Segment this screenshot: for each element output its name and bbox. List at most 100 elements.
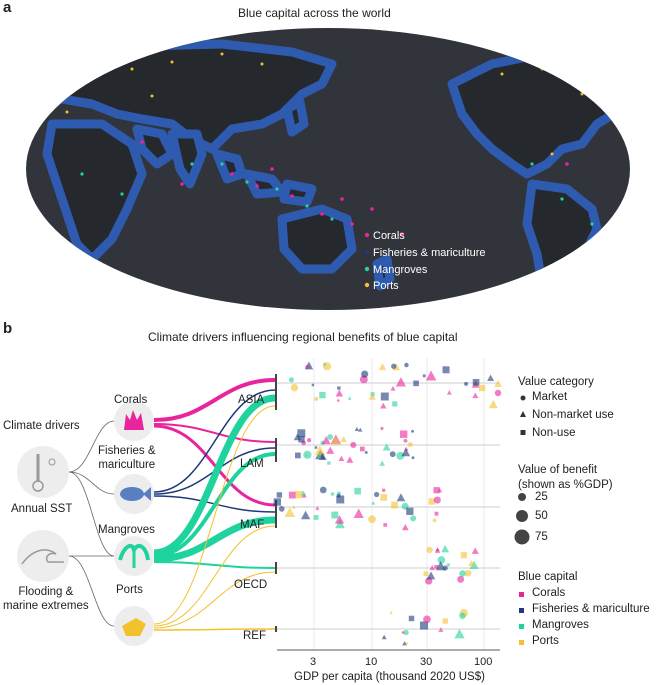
legend-value-category-title: Value category: [518, 376, 594, 388]
scatter-panel: [277, 358, 500, 651]
scatter-point: [391, 363, 397, 369]
scatter-point: [464, 569, 472, 577]
scatter-point: [330, 492, 335, 496]
scatter-point: [371, 501, 376, 505]
scatter-point: [401, 448, 411, 457]
scatter-point: [426, 571, 436, 580]
scatter-point: [392, 401, 398, 407]
scatter-point: [423, 615, 431, 624]
scatter-point: [468, 560, 475, 567]
scatter-point: [408, 615, 415, 622]
scatter-point: [411, 456, 415, 460]
scatter-point: [411, 429, 415, 433]
scatter-point: [373, 491, 380, 498]
scatter-point: [359, 446, 365, 452]
scatter-point: [292, 505, 296, 509]
scatter-point: [361, 370, 369, 378]
scatter-point: [403, 629, 409, 636]
scatter-point: [410, 515, 417, 522]
scatter-point: [358, 427, 363, 432]
map-legend-corals: Corals: [373, 230, 405, 242]
scatter-point: [425, 370, 437, 381]
scatter-point: [380, 426, 384, 431]
scatter-point: [390, 385, 396, 391]
scatter-point: [407, 442, 413, 448]
scatter-point: [471, 547, 479, 554]
panel-a-letter: a: [3, 0, 12, 16]
legend-blue-capital-swatches: [519, 592, 524, 645]
scatter-point: [382, 443, 391, 451]
scatter-point: [306, 437, 312, 443]
panel-b-letter: b: [3, 320, 13, 337]
xtick-10: 10: [365, 656, 378, 668]
scatter-point: [336, 399, 340, 402]
scatter-point: [389, 451, 396, 458]
scatter-point: [469, 560, 479, 569]
scatter-point: [459, 570, 466, 577]
scatter-point: [334, 515, 345, 524]
map-japan: [282, 97, 309, 137]
scatter-point: [438, 627, 444, 632]
scatter-point: [340, 435, 347, 443]
scatter-point: [460, 552, 468, 559]
scatter-point: [314, 396, 319, 401]
legend-non-market: Non-market use: [532, 409, 614, 421]
region-asia: ASIA: [238, 394, 265, 406]
legend-benefit-25: 25: [535, 491, 548, 503]
scatter-point: [428, 498, 435, 505]
scatter-point: [379, 460, 386, 466]
driver-flooding: Flooding & marine extremes: [3, 586, 89, 612]
scatter-point: [437, 556, 446, 564]
scatter-point: [368, 393, 376, 400]
scatter-point: [381, 634, 387, 640]
capital-fisheries: Fisheries & mariculture: [98, 445, 156, 471]
scatter-point: [315, 506, 320, 510]
scatter-point: [368, 515, 376, 524]
scatter-point: [350, 441, 357, 449]
scatter-point: [298, 436, 305, 443]
scatter-point: [457, 575, 465, 583]
scatter-point: [406, 507, 414, 515]
legend-value-benefit-title: Value of benefit (shown as %GDP): [518, 464, 613, 491]
scatter-point: [330, 435, 341, 445]
scatter-point: [303, 450, 312, 459]
map-legend-ports: Ports: [373, 280, 399, 292]
scatter-point: [446, 563, 450, 567]
scatter-point: [399, 430, 408, 438]
scatter-point: [429, 564, 435, 571]
scatter-point: [395, 377, 406, 387]
scatter-point: [401, 631, 405, 634]
scatter-point: [335, 519, 345, 529]
panel-b-title: Climate drivers influencing regional ben…: [148, 330, 458, 344]
scatter-point: [273, 498, 281, 506]
legend-value-benefit-symbols: [514, 493, 530, 545]
scatter-point: [422, 374, 426, 378]
scatter-point: [464, 381, 469, 386]
xtick-100: 100: [474, 656, 493, 668]
scatter-point: [378, 363, 387, 371]
scatter-point: [331, 511, 339, 519]
scatter-point: [354, 487, 361, 495]
scatter-point: [290, 383, 299, 392]
scatter-point: [305, 364, 310, 370]
scatter-point: [446, 390, 452, 395]
capital-corals: Corals: [114, 394, 148, 406]
scatter-point: [442, 618, 448, 624]
scatter-point: [314, 446, 318, 449]
scatter-point: [380, 494, 388, 501]
sankey-diagram: [17, 358, 502, 651]
scatter-point: [487, 374, 495, 381]
legend-bc-corals: Corals: [532, 587, 566, 599]
capital-ports: Ports: [116, 584, 143, 596]
scatter-point: [336, 495, 345, 504]
scatter-point: [391, 501, 398, 509]
legend-blue-capital-title: Blue capital: [518, 571, 578, 583]
map-legend-mangroves-dot: [364, 266, 370, 272]
scatter-point: [295, 490, 303, 499]
map-legend-ports-dot: [364, 282, 370, 288]
scatter-point: [413, 380, 419, 387]
scatter-point: [338, 455, 345, 461]
map-legend-fisheries-dot: [364, 249, 370, 255]
region-maf: MAF: [240, 519, 265, 531]
capital-mangroves: Mangroves: [98, 524, 155, 536]
